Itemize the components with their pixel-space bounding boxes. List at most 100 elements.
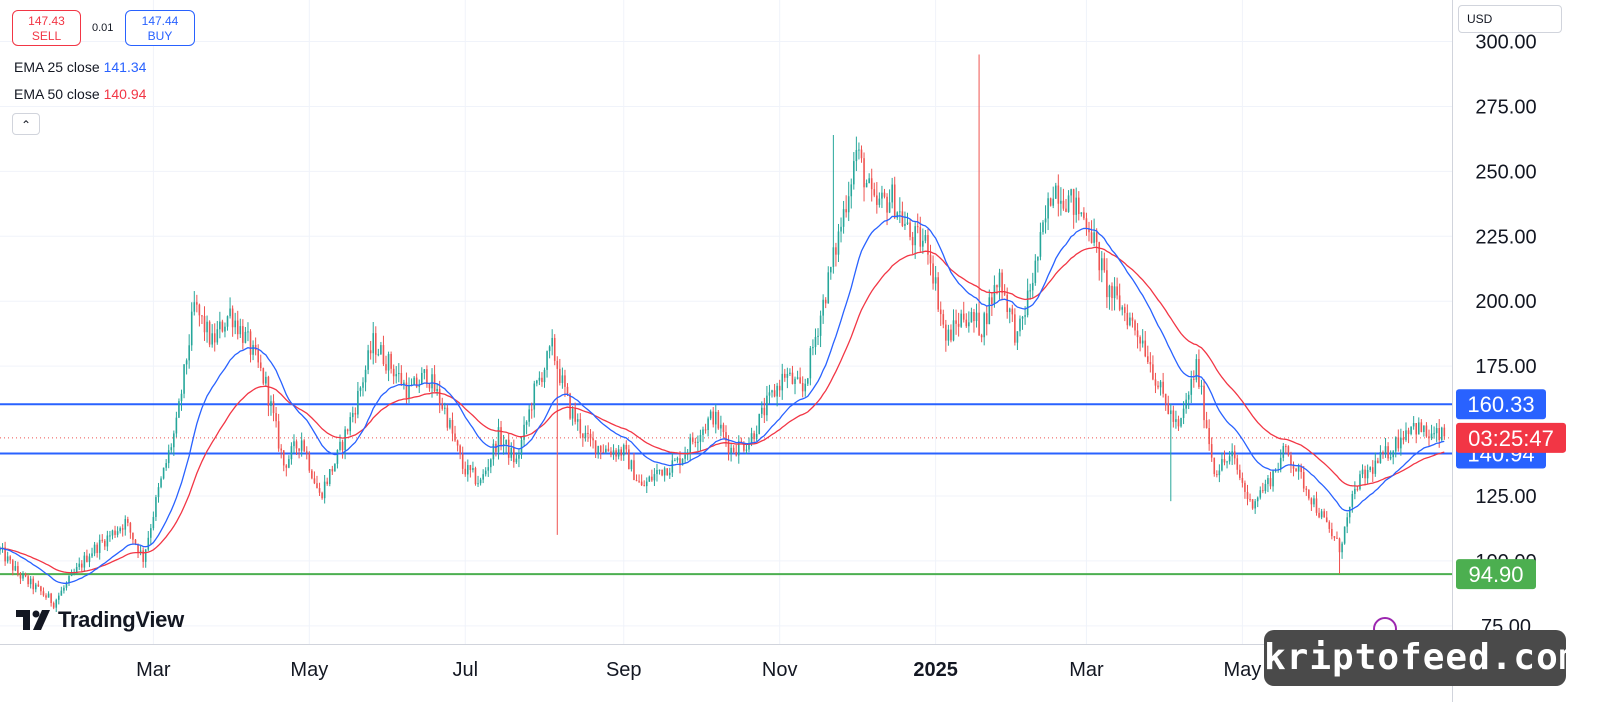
candle-body [104,540,106,547]
candle-body [487,467,490,471]
candle-body [791,372,794,384]
legend-ema50[interactable]: EMA 50 close 140.94 [14,86,146,102]
candle-body [763,407,766,416]
currency-selector[interactable]: USD [1458,5,1562,33]
candle-body [63,587,65,591]
horizontal-levels[interactable] [0,403,1452,576]
candle-body [1044,218,1047,223]
candle-body [359,387,362,391]
candle-body [1037,256,1039,261]
candle-body [714,411,717,425]
candle-body [658,469,661,471]
sell-button[interactable]: 147.43 SELL [12,10,81,46]
candle-body [295,441,298,449]
candle-body [1428,436,1430,439]
candle-body [855,149,858,162]
candle-body [52,603,55,608]
candle-body [479,479,482,484]
candle-body [760,407,763,414]
candle-body [472,468,474,471]
candle-body [134,539,137,545]
candle-body [507,439,510,458]
candle-body [1139,337,1141,344]
candle-body [566,386,569,394]
candle-body [1024,315,1026,317]
candle-body [1039,232,1042,257]
candle-body [901,211,904,226]
candle-body [127,519,129,523]
candle-body [530,409,533,411]
price-tick-label: 200.00 [1475,291,1536,313]
candle-body [1093,232,1095,243]
candle-body [932,263,934,284]
candle-body [441,403,444,409]
candle-body [19,574,22,579]
candle-body [980,335,983,338]
candle-body [313,478,316,484]
buy-button[interactable]: 147.44 BUY [125,10,195,46]
candle-body [587,432,589,434]
candle-body [1364,469,1366,479]
candle-body [6,556,9,562]
candle-body [597,446,599,454]
collapse-legend-button[interactable]: ⌃ [12,113,40,135]
candle-body [888,202,891,213]
candle-body [157,487,160,498]
candle-body [1348,506,1351,518]
candle-body [1290,455,1292,466]
candle-body [377,354,380,356]
candle-body [615,450,617,457]
candle-body [663,468,666,476]
candle-body [474,468,477,485]
buy-price: 147.44 [141,14,179,28]
time-axis[interactable]: Mar May Jul Sep Nov 2025 Mar May [0,617,1452,681]
candle-body [1111,285,1113,299]
candle-body [607,448,610,452]
candle-body [267,376,270,407]
candle-body [1149,361,1152,365]
candle-body [193,302,196,312]
candle-body [911,237,914,246]
candle-body [1123,307,1126,313]
candle-body [1295,468,1297,472]
candle-body [748,444,750,450]
candle-body [1369,467,1371,471]
candle-body [216,329,219,343]
candle-body [160,478,162,488]
candle-body [510,448,513,458]
candle-body [421,372,423,385]
candle-body [1065,208,1067,212]
candle-body [809,348,812,379]
candle-body [952,320,955,341]
candle-body [65,582,68,588]
candle-body [47,593,50,598]
candle-body [950,329,952,341]
candle-body [778,385,781,391]
time-tick-label: Mar [136,659,171,681]
candle-body [300,440,303,451]
candle-body [326,481,329,484]
candle-body [630,460,633,470]
candle-body [477,483,479,485]
candle-body [899,211,901,213]
candle-body [341,441,344,451]
candle-body [262,368,265,384]
candle-body [308,453,311,471]
candle-body [1387,446,1389,459]
candle-body [704,429,707,431]
candle-body [985,313,988,325]
candle-body [1325,517,1328,523]
candle-body [1034,260,1037,283]
candle-body [1233,451,1236,459]
candle-body [743,442,745,451]
candle-body [868,178,870,184]
price-axis[interactable]: 300.00 275.00 250.00 225.00 200.00 175.00 125.… [1452,0,1567,702]
chevron-up-icon: ⌃ [20,118,32,132]
legend-ema25[interactable]: EMA 25 close 141.34 [14,59,146,75]
candle-body [298,448,300,451]
candle-body [29,578,32,585]
candle-body [1256,497,1259,502]
candle-body [249,331,252,355]
candle-body [413,377,415,385]
